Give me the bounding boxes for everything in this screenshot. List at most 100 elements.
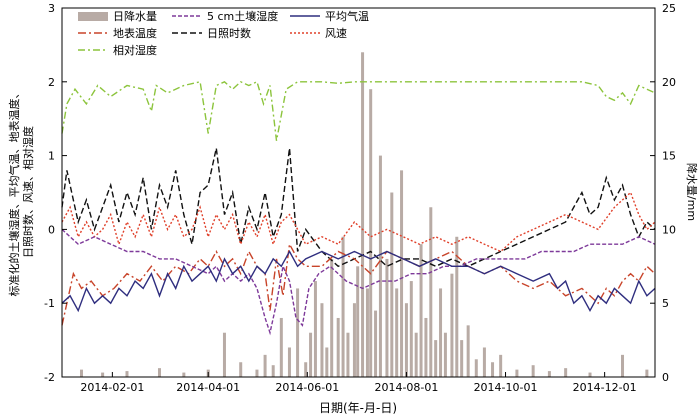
left-axis-label: 标准化的土壤湿度、平均气温、地表温度、 日照时数、风速、相对湿度 — [7, 88, 35, 297]
series-line-temp — [61, 250, 656, 313]
precip-bar — [271, 365, 275, 377]
precip-bar — [255, 369, 259, 377]
precip-bar — [361, 52, 365, 377]
y-right-tick-label: 15 — [662, 150, 676, 163]
precip-bar — [101, 372, 105, 377]
precip-bar — [222, 332, 226, 377]
y-right-tick-label: 5 — [662, 297, 669, 310]
x-tick-label: 2014-12-01 — [573, 381, 637, 394]
legend-item-wind: 风速 — [290, 27, 347, 40]
precip-bar — [182, 372, 186, 377]
series-line-surface — [61, 241, 656, 326]
legend-label: 风速 — [325, 27, 347, 40]
precip-bar — [429, 207, 433, 377]
y-left-tick-label: 3 — [48, 2, 55, 15]
legend-label: 相对湿度 — [113, 43, 157, 57]
legend-item-soil: 5 cm土壤湿度 — [172, 9, 278, 23]
precip-bar — [287, 347, 291, 377]
precip-bar — [336, 317, 340, 377]
precip-bar — [588, 372, 592, 377]
legend-item-temp: 平均气温 — [290, 9, 369, 23]
legend-label: 5 cm土壤湿度 — [207, 9, 278, 23]
precip-bar — [330, 258, 334, 377]
precip-bar — [474, 359, 478, 377]
precip-bar — [309, 332, 313, 377]
precip-bar — [263, 354, 267, 377]
legend-item-precip: 日降水量 — [78, 9, 157, 23]
y-left-tick-label: -1 — [44, 297, 55, 310]
precip-bar — [400, 170, 404, 377]
precip-bar — [404, 303, 408, 377]
series-line-soil — [61, 228, 656, 336]
series-line-sunshine — [61, 148, 656, 268]
precip-bar — [374, 310, 378, 377]
series-lines — [61, 80, 656, 336]
precip-bar — [414, 332, 418, 377]
precip-bar — [356, 266, 360, 377]
precip-bar — [531, 365, 535, 377]
precip-bar — [346, 332, 350, 377]
precip-bar — [385, 258, 389, 377]
precip-bar — [564, 368, 568, 377]
x-tick-label: 2014-10-01 — [474, 381, 538, 394]
y-right-tick-label: 25 — [662, 2, 676, 15]
precip-bar — [499, 354, 503, 377]
precip-bar — [365, 288, 369, 377]
plot-frame — [61, 7, 656, 378]
precip-bar — [482, 347, 486, 377]
y-left-tick-label: 0 — [48, 223, 55, 236]
precip-bar — [390, 192, 394, 377]
x-axis-label: 日期(年-月-日) — [319, 401, 397, 415]
legend-item-sunshine: 日照时数 — [172, 27, 251, 40]
precip-bar — [313, 281, 317, 377]
precip-bar — [125, 371, 129, 377]
precip-bar — [439, 288, 443, 377]
precip-bar — [395, 288, 399, 377]
precip-bar — [450, 273, 454, 377]
precip-bar — [352, 303, 356, 377]
precip-bar — [434, 340, 438, 377]
legend-item-humidity: 相对湿度 — [78, 43, 157, 57]
precip-bar — [460, 340, 464, 377]
precip-bar — [378, 155, 382, 377]
precip-bar — [79, 369, 83, 377]
precip-bar — [547, 371, 551, 377]
precip-bar — [296, 288, 300, 377]
precip-bar — [409, 281, 413, 377]
precipitation-bars — [79, 52, 649, 378]
y-right-tick-label: 10 — [662, 223, 676, 236]
precip-bar — [279, 317, 283, 377]
precip-bar — [304, 362, 308, 377]
precip-bar — [491, 362, 495, 377]
precip-bar — [515, 369, 519, 377]
x-tick-label: 2014-02-01 — [80, 381, 144, 394]
left-axis-label-line-2: 日照时数、风速、相对湿度 — [21, 126, 35, 258]
legend-item-surface: 地表温度 — [78, 26, 157, 40]
legend-label: 地表温度 — [113, 26, 157, 40]
y-left-tick-label: 1 — [48, 150, 55, 163]
precip-bar — [621, 354, 625, 377]
precip-bar — [325, 347, 329, 377]
series-line-wind — [61, 191, 656, 253]
precip-bar — [645, 369, 649, 377]
precip-bar — [443, 332, 447, 377]
left-axis-label-line-1: 标准化的土壤湿度、平均气温、地表温度、 — [7, 88, 21, 297]
precip-bar — [466, 325, 470, 377]
axis-ticks: 2014-02-01 2014-04-01 2014-06-01 2014-08-01… — [44, 2, 676, 394]
x-tick-label: 2014-04-01 — [176, 381, 240, 394]
precip-bar — [157, 368, 161, 377]
precip-bar — [424, 317, 428, 377]
x-tick-label: 2014-08-01 — [374, 381, 438, 394]
series-line-humidity — [61, 80, 656, 141]
precip-bar — [419, 244, 423, 377]
precip-bar — [369, 89, 373, 378]
legend-label: 平均气温 — [325, 9, 369, 23]
precip-bar — [455, 236, 459, 377]
precip-bar — [239, 362, 243, 377]
x-tick-label: 2014-06-01 — [275, 381, 339, 394]
right-axis-label: 降水量/mm — [685, 163, 699, 221]
y-right-tick-label: 0 — [662, 371, 669, 384]
precip-bar — [341, 236, 345, 377]
